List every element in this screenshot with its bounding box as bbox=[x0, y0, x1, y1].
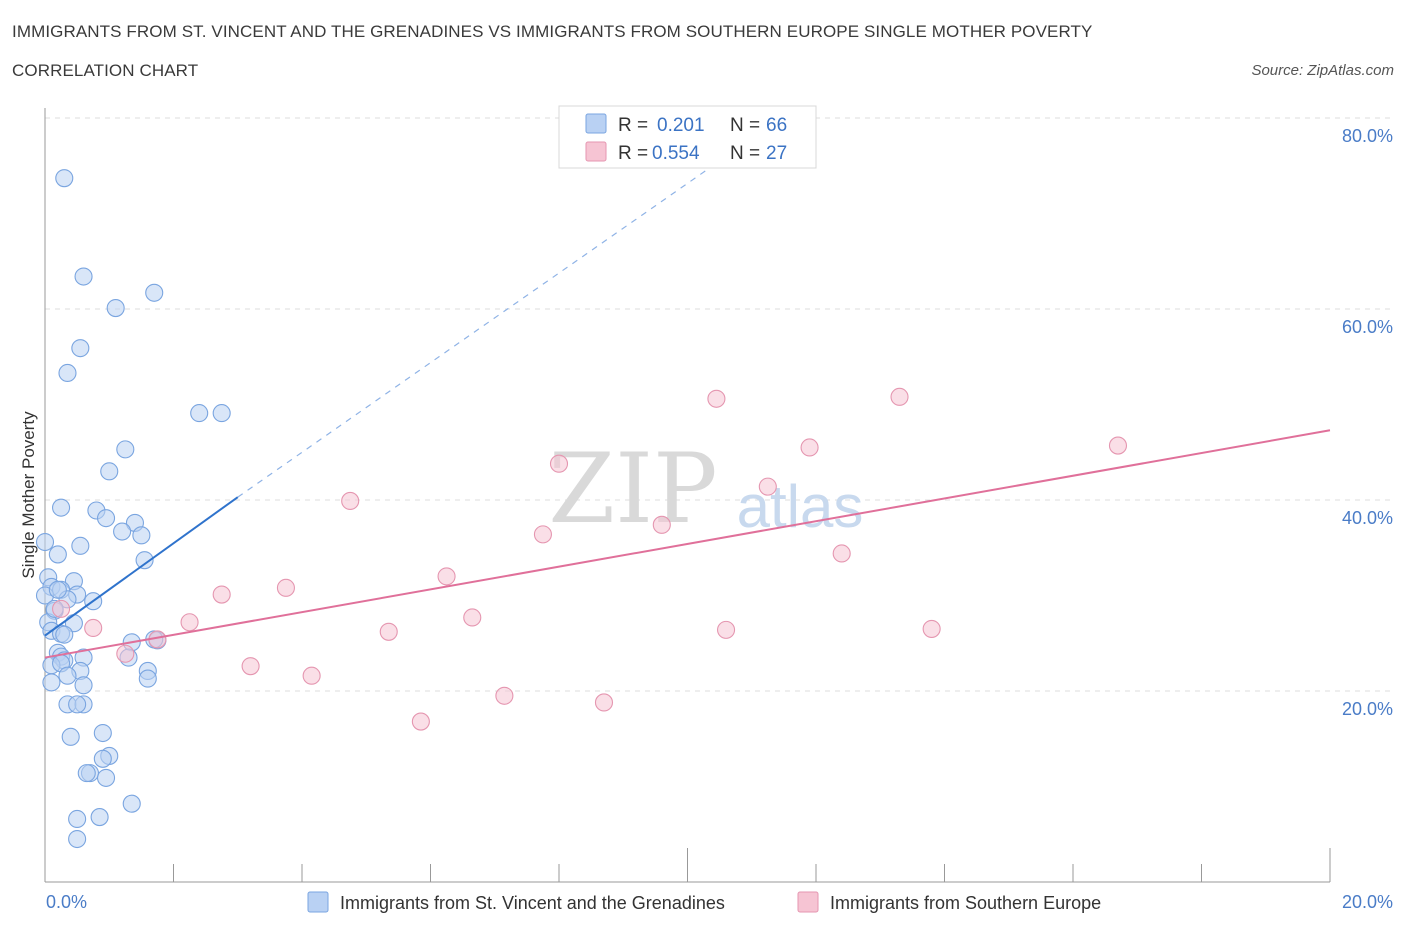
point-southern-europe bbox=[302, 666, 321, 685]
point-southern-europe bbox=[922, 619, 941, 638]
y-axis-label: Single Mother Poverty bbox=[19, 411, 38, 579]
point-southern-europe bbox=[594, 693, 614, 712]
legend-r-value-1: 0.201 bbox=[657, 115, 705, 136]
point-southern-europe bbox=[341, 491, 360, 511]
point-st-vincent bbox=[96, 768, 116, 787]
legend-r-label-1: R = bbox=[618, 115, 648, 136]
point-st-vincent bbox=[61, 727, 80, 746]
point-southern-europe bbox=[411, 712, 430, 731]
bottom-legend-label-2: Immigrants from Southern Europe bbox=[830, 893, 1101, 913]
point-st-vincent bbox=[135, 551, 154, 570]
point-southern-europe bbox=[758, 477, 777, 496]
point-st-vincent bbox=[132, 526, 151, 545]
point-st-vincent bbox=[145, 283, 164, 302]
point-st-vincent bbox=[58, 363, 77, 383]
point-southern-europe bbox=[800, 438, 819, 457]
y-tick-label: 80.0% bbox=[1342, 126, 1393, 146]
point-st-vincent bbox=[48, 545, 67, 564]
legend-n-value-2: 27 bbox=[766, 143, 787, 164]
point-st-vincent bbox=[116, 440, 135, 459]
point-southern-europe bbox=[716, 620, 736, 639]
point-st-vincent bbox=[55, 169, 74, 188]
legend-n-label-1: N = bbox=[730, 115, 760, 136]
point-st-vincent bbox=[68, 829, 87, 849]
point-southern-europe bbox=[437, 567, 456, 586]
point-st-vincent bbox=[96, 509, 116, 528]
point-southern-europe bbox=[890, 387, 909, 406]
point-st-vincent bbox=[71, 339, 90, 358]
point-southern-europe bbox=[652, 515, 671, 534]
point-st-vincent bbox=[106, 298, 125, 318]
point-southern-europe bbox=[276, 578, 295, 597]
point-st-vincent bbox=[58, 666, 77, 685]
x-tick-label-min: 0.0% bbox=[46, 892, 87, 912]
legend-swatch-pink bbox=[585, 141, 607, 162]
y-tick-labels: 20.0% 40.0% 60.0% 80.0% bbox=[1342, 126, 1393, 719]
point-southern-europe bbox=[495, 686, 514, 705]
chart-title-line2: CORRELATION CHART bbox=[12, 61, 199, 80]
point-southern-europe bbox=[1108, 436, 1128, 455]
point-st-vincent bbox=[190, 404, 209, 423]
point-southern-europe bbox=[212, 585, 231, 604]
data-points bbox=[35, 169, 1331, 849]
point-southern-europe bbox=[116, 644, 135, 663]
source-label: Source: ZipAtlas.com bbox=[1251, 62, 1394, 79]
top-legend: R = 0.201 N = 66 R = 0.554 N = 27 bbox=[558, 105, 817, 169]
point-st-vincent bbox=[90, 808, 109, 827]
y-tick-label: 40.0% bbox=[1342, 508, 1393, 528]
point-southern-europe bbox=[463, 608, 482, 627]
point-st-vincent bbox=[93, 749, 112, 768]
point-st-vincent bbox=[71, 536, 90, 555]
watermark-zip: ZIP bbox=[548, 433, 717, 545]
point-southern-europe bbox=[52, 599, 71, 618]
trend-line-pink bbox=[44, 429, 1331, 659]
watermark-atlas: atlas bbox=[737, 473, 864, 540]
point-southern-europe bbox=[549, 454, 569, 473]
trend-line-blue bbox=[44, 496, 239, 637]
point-st-vincent bbox=[68, 695, 87, 714]
point-st-vincent bbox=[138, 669, 157, 688]
point-st-vincent bbox=[93, 723, 112, 743]
x-tick-labels: 0.0% 20.0% bbox=[46, 892, 1393, 912]
point-st-vincent bbox=[42, 673, 61, 692]
point-st-vincent bbox=[212, 404, 231, 423]
point-southern-europe bbox=[180, 613, 199, 632]
bottom-legend-swatch-blue bbox=[307, 891, 329, 913]
point-southern-europe bbox=[84, 618, 103, 638]
point-st-vincent bbox=[74, 267, 93, 286]
y-tick-label: 20.0% bbox=[1342, 699, 1393, 719]
point-southern-europe bbox=[241, 657, 260, 676]
legend-r-value-2: 0.554 bbox=[652, 143, 700, 164]
bottom-legend: Immigrants from St. Vincent and the Gren… bbox=[307, 891, 1101, 913]
point-st-vincent bbox=[55, 625, 74, 644]
point-st-vincent bbox=[48, 580, 67, 599]
axes bbox=[44, 108, 1331, 883]
legend-r-label-2: R = bbox=[618, 143, 648, 164]
point-southern-europe bbox=[379, 622, 398, 641]
point-southern-europe bbox=[533, 525, 552, 544]
point-st-vincent bbox=[77, 764, 96, 783]
point-st-vincent bbox=[113, 522, 132, 541]
legend-n-label-2: N = bbox=[730, 143, 760, 164]
point-st-vincent bbox=[68, 809, 87, 829]
chart-title-line1: IMMIGRANTS FROM ST. VINCENT AND THE GREN… bbox=[12, 22, 1093, 41]
trend-line-blue-extension bbox=[237, 160, 720, 498]
point-st-vincent bbox=[100, 462, 119, 481]
bottom-legend-swatch-pink bbox=[797, 891, 819, 913]
bottom-legend-label-1: Immigrants from St. Vincent and the Gren… bbox=[340, 893, 725, 913]
point-southern-europe bbox=[832, 544, 851, 563]
point-st-vincent bbox=[74, 676, 93, 695]
point-st-vincent bbox=[35, 532, 55, 552]
legend-n-value-1: 66 bbox=[766, 115, 787, 136]
y-tick-label: 60.0% bbox=[1342, 317, 1393, 337]
legend-swatch-blue bbox=[585, 113, 607, 134]
point-st-vincent bbox=[52, 498, 71, 517]
point-st-vincent bbox=[122, 794, 141, 813]
x-tick-label-max: 20.0% bbox=[1342, 892, 1393, 912]
point-southern-europe bbox=[707, 389, 726, 408]
trend-lines bbox=[237, 160, 720, 498]
